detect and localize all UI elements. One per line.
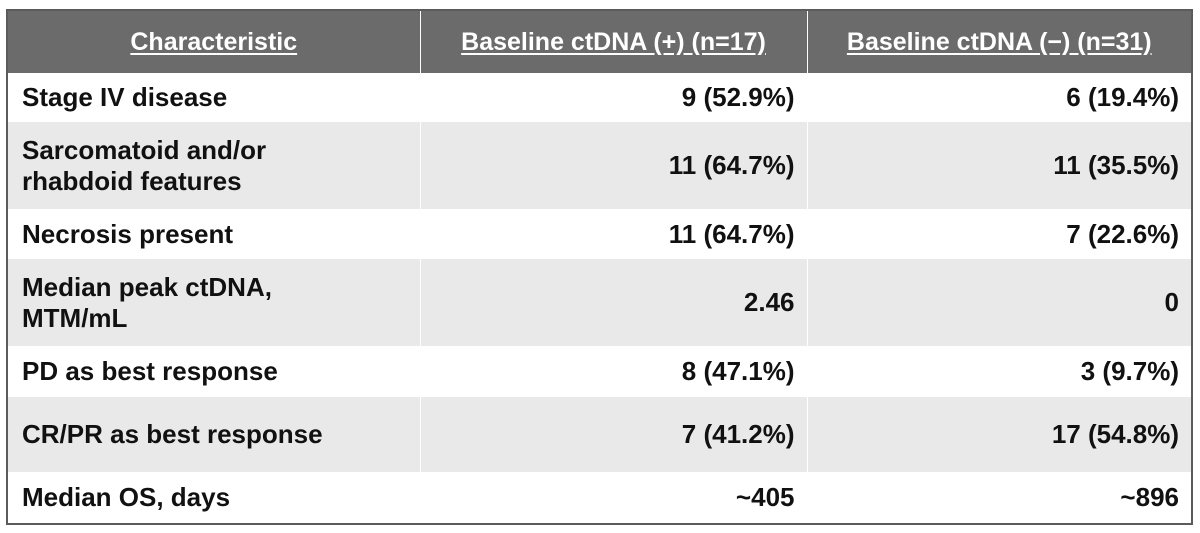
table-body: Stage IV disease 9 (52.9%) 6 (19.4%) Sar… xyxy=(8,73,1191,523)
header-ctdna-positive: Baseline ctDNA (+) (n=17) xyxy=(419,11,807,73)
cell-ctdna-negative: 11 (35.5%) xyxy=(806,122,1191,209)
table-row: Necrosis present 11 (64.7%) 7 (22.6%) xyxy=(8,209,1191,259)
cell-characteristic-line: Median peak ctDNA, MTM/mL xyxy=(22,271,272,333)
cell-ctdna-negative: ~896 xyxy=(806,472,1191,523)
cell-ctdna-positive: 8 (47.1%) xyxy=(419,346,807,397)
cell-ctdna-positive: 7 (41.2%) xyxy=(419,397,807,472)
characteristics-table: Characteristic Baseline ctDNA (+) (n=17)… xyxy=(8,11,1191,523)
cell-ctdna-positive: 9 (52.9%) xyxy=(419,73,807,122)
cell-characteristic-line: Sarcomatoid and/or rhabdoid features xyxy=(22,134,267,196)
table-row: CR/PR as best response 7 (41.2%) 17 (54.… xyxy=(8,397,1191,472)
cell-ctdna-negative: 3 (9.7%) xyxy=(806,346,1191,397)
cell-characteristic: Median peak ctDNA, MTM/mL xyxy=(8,259,420,346)
header-characteristic: Characteristic xyxy=(8,11,420,73)
cell-ctdna-negative: 0 xyxy=(806,259,1191,346)
cell-ctdna-negative: 17 (54.8%) xyxy=(806,397,1191,472)
table-row: Median peak ctDNA, MTM/mL 2.46 0 xyxy=(8,259,1191,346)
cell-characteristic: PD as best response xyxy=(8,346,420,397)
cell-ctdna-positive: 11 (64.7%) xyxy=(419,122,807,209)
characteristics-table-container: Characteristic Baseline ctDNA (+) (n=17)… xyxy=(6,9,1193,525)
cell-ctdna-positive: 2.46 xyxy=(419,259,807,346)
cell-characteristic: Stage IV disease xyxy=(8,73,420,122)
table-row: PD as best response 8 (47.1%) 3 (9.7%) xyxy=(8,346,1191,397)
cell-ctdna-negative: 6 (19.4%) xyxy=(806,73,1191,122)
cell-characteristic: Sarcomatoid and/or rhabdoid features xyxy=(8,122,420,209)
header-row: Characteristic Baseline ctDNA (+) (n=17)… xyxy=(8,11,1191,73)
table-row: Stage IV disease 9 (52.9%) 6 (19.4%) xyxy=(8,73,1191,122)
table-header: Characteristic Baseline ctDNA (+) (n=17)… xyxy=(8,11,1191,73)
table-row: Median OS, days ~405 ~896 xyxy=(8,472,1191,523)
header-ctdna-negative: Baseline ctDNA (−) (n=31) xyxy=(806,11,1191,73)
cell-ctdna-positive: ~405 xyxy=(419,472,807,523)
cell-ctdna-positive: 11 (64.7%) xyxy=(419,209,807,259)
cell-ctdna-negative: 7 (22.6%) xyxy=(806,209,1191,259)
table-row: Sarcomatoid and/or rhabdoid features 11 … xyxy=(8,122,1191,209)
cell-characteristic: CR/PR as best response xyxy=(8,397,420,472)
cell-characteristic: Necrosis present xyxy=(8,209,420,259)
cell-characteristic: Median OS, days xyxy=(8,472,420,523)
